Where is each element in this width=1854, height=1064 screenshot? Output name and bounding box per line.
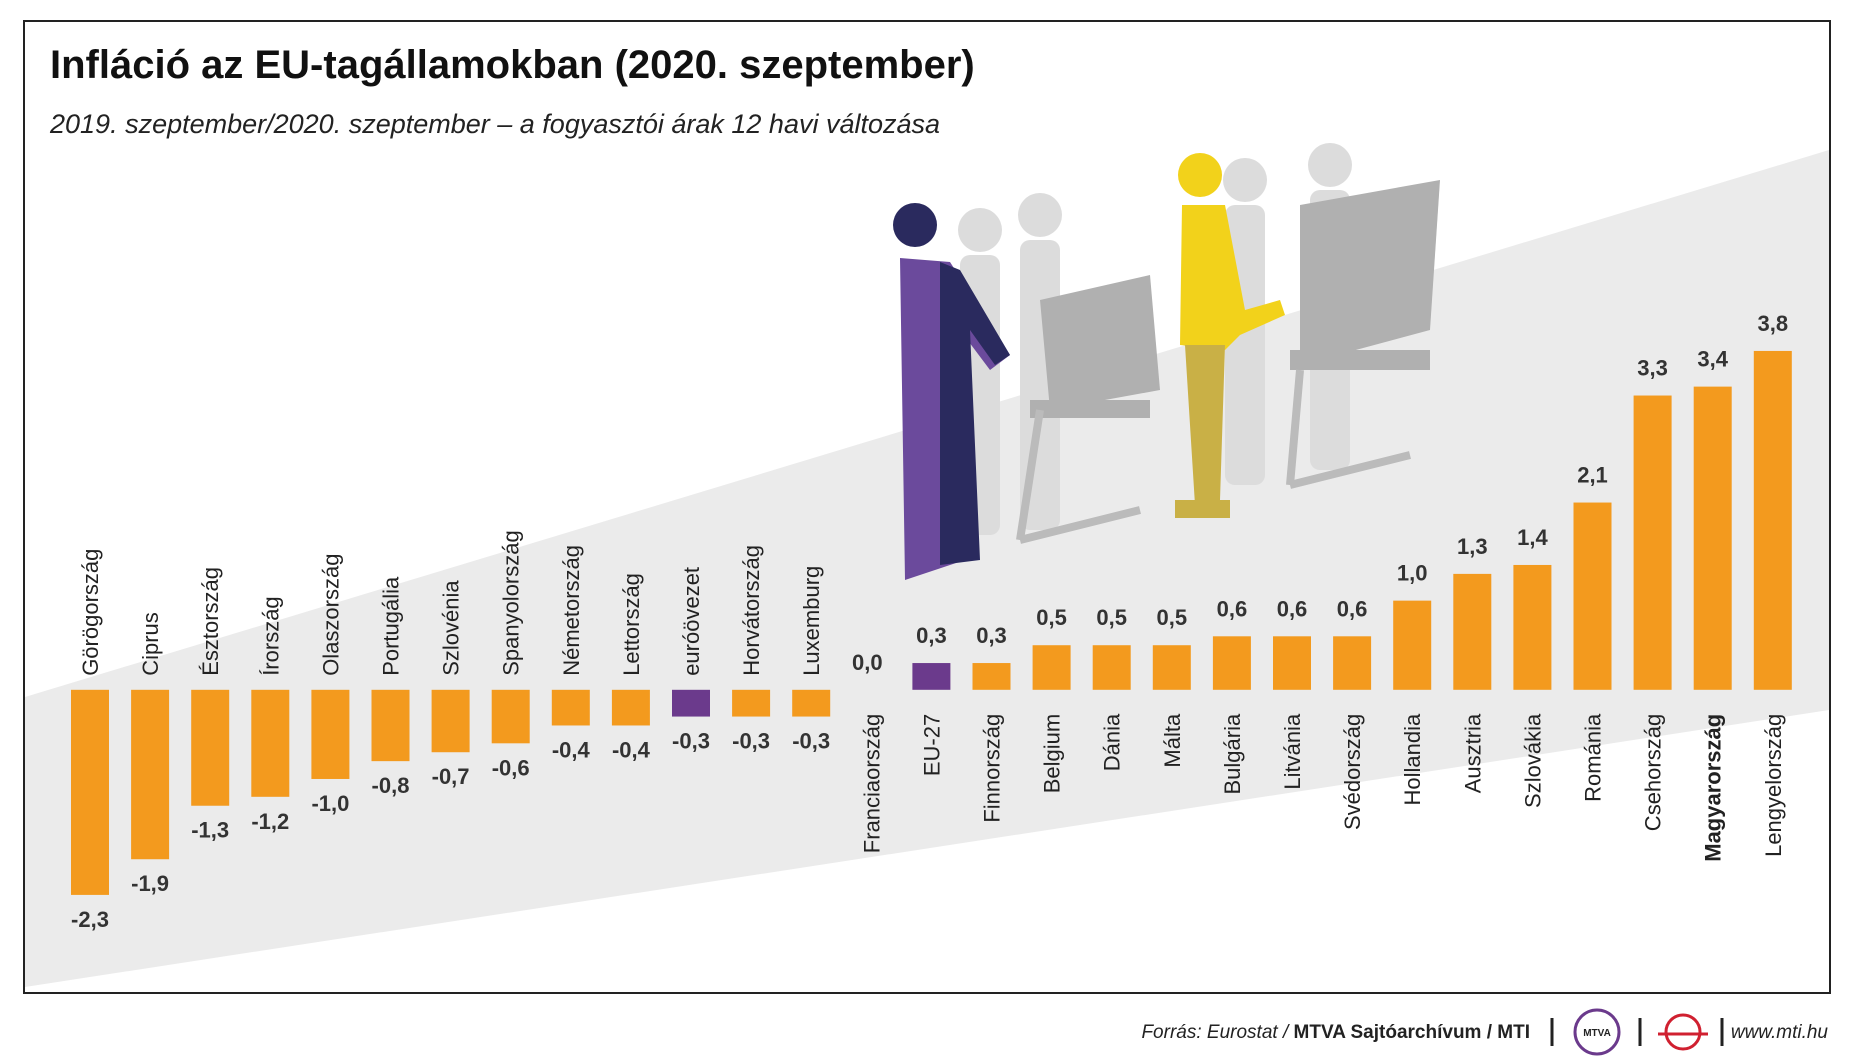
- value-label: -0,6: [492, 755, 530, 780]
- logo-circle: [1573, 1008, 1621, 1056]
- category-label: Magyarország: [1701, 714, 1726, 862]
- bar: [1633, 395, 1672, 690]
- value-label: -0,8: [372, 773, 410, 798]
- value-label: -0,3: [672, 729, 710, 754]
- value-label: 1,0: [1397, 561, 1428, 586]
- category-label: Németország: [559, 545, 584, 676]
- bar: [732, 689, 771, 717]
- value-label: -0,3: [792, 729, 830, 754]
- bar: [1212, 636, 1251, 690]
- bar: [1032, 645, 1071, 690]
- value-label: 1,4: [1517, 525, 1548, 550]
- plot-area: -2,3 Görögország -1,9 Ciprus -1,3 Észtország -…: [71, 311, 1792, 932]
- value-label: 0,6: [1277, 596, 1308, 621]
- category-label: Írország: [258, 596, 283, 675]
- bar: [672, 689, 710, 717]
- category-label: Svédország: [1340, 714, 1365, 830]
- category-label: Portugália: [379, 576, 404, 676]
- value-label: 2,1: [1577, 463, 1608, 488]
- category-label: Görögország: [78, 549, 103, 676]
- chart-title: Infláció az EU-tagállamokban (2020. szep…: [50, 43, 975, 87]
- bar: [1333, 636, 1372, 690]
- category-label: Finnország: [980, 714, 1005, 823]
- category-label: euróövezet: [679, 567, 704, 676]
- value-label: 0,5: [1036, 605, 1067, 630]
- value-label: 0,6: [1217, 596, 1248, 621]
- value-label: -1,0: [311, 791, 349, 816]
- category-label: Spanyolország: [499, 530, 524, 676]
- value-label: 0,6: [1337, 596, 1368, 621]
- bar: [71, 689, 109, 895]
- logo-text: MTVA: [1583, 1028, 1611, 1039]
- bar: [431, 689, 470, 753]
- chart-subtitle: 2019. szeptember/2020. szeptember – a fo…: [49, 109, 940, 139]
- category-label: Franciaország: [859, 714, 884, 853]
- bar: [491, 689, 530, 744]
- category-label: Észtország: [198, 567, 223, 676]
- bar: [972, 663, 1011, 690]
- value-label: -1,2: [251, 809, 289, 834]
- category-label: Lengyelország: [1761, 714, 1786, 857]
- bar: [1393, 600, 1432, 690]
- footer-source: Forrás: Eurostat / MTVA Sajtóarchívum / …: [1141, 1022, 1530, 1043]
- value-label: -0,7: [432, 764, 470, 789]
- value-label: 3,3: [1637, 356, 1668, 381]
- value-label: -2,3: [71, 907, 109, 932]
- category-label: Litvánia: [1280, 713, 1305, 790]
- category-label: Olaszország: [318, 554, 343, 676]
- value-label: -0,4: [552, 737, 591, 762]
- bar: [371, 689, 410, 762]
- bar: [311, 689, 350, 779]
- value-label: -0,3: [732, 729, 770, 754]
- bar: [611, 689, 650, 726]
- category-label: EU-27: [919, 714, 944, 776]
- value-label: -1,3: [191, 818, 229, 843]
- illustration: [893, 143, 1440, 580]
- value-label: 1,3: [1457, 534, 1488, 559]
- category-label: Hollandia: [1400, 713, 1425, 805]
- value-label: 0,3: [976, 623, 1007, 648]
- bar: [1693, 386, 1732, 690]
- bar: [251, 689, 290, 797]
- category-label: Románia: [1581, 713, 1606, 802]
- bar: [191, 689, 230, 806]
- value-label: 0,5: [1157, 605, 1188, 630]
- value-label: -0,4: [612, 737, 651, 762]
- bar: [1753, 350, 1792, 690]
- bar: [551, 689, 590, 726]
- category-label: Ciprus: [138, 612, 163, 676]
- source: Forrás: Eurostat /: [1141, 1022, 1289, 1043]
- category-label: Málta: [1160, 713, 1185, 768]
- category-label: Szlovákia: [1520, 713, 1545, 808]
- value-label: 0,0: [852, 650, 883, 675]
- category-label: Dánia: [1100, 713, 1125, 771]
- value-label: 3,8: [1758, 311, 1789, 336]
- bar: [792, 689, 831, 717]
- category-label: Csehország: [1641, 714, 1666, 831]
- category-label: Ausztria: [1460, 713, 1485, 793]
- footer: Forrás: Eurostat / MTVA Sajtóarchívum / …: [1141, 1008, 1829, 1056]
- bar: [1453, 573, 1492, 690]
- bar: [1092, 645, 1131, 690]
- bar: [912, 663, 951, 690]
- footer-url: www.mti.hu: [1731, 1022, 1829, 1043]
- value-label: -1,9: [131, 871, 169, 896]
- category-label: Belgium: [1040, 714, 1065, 793]
- bar: [1273, 636, 1311, 690]
- source-bold: MTVA Sajtóarchívum / MTI: [1294, 1022, 1530, 1043]
- bar: [1573, 502, 1612, 690]
- value-label: 3,4: [1697, 347, 1728, 372]
- category-label: Bulgária: [1220, 713, 1245, 794]
- value-label: 0,5: [1096, 605, 1127, 630]
- category-label: Lettország: [619, 573, 644, 676]
- bar: [1152, 645, 1191, 690]
- value-label: 0,3: [916, 623, 947, 648]
- category-label: Szlovénia: [439, 580, 464, 676]
- mti-logo: [1664, 1013, 1702, 1051]
- category-label: Horvátország: [739, 545, 764, 676]
- category-label: Luxemburg: [799, 566, 824, 676]
- bar: [1513, 564, 1552, 690]
- bar: [131, 689, 170, 860]
